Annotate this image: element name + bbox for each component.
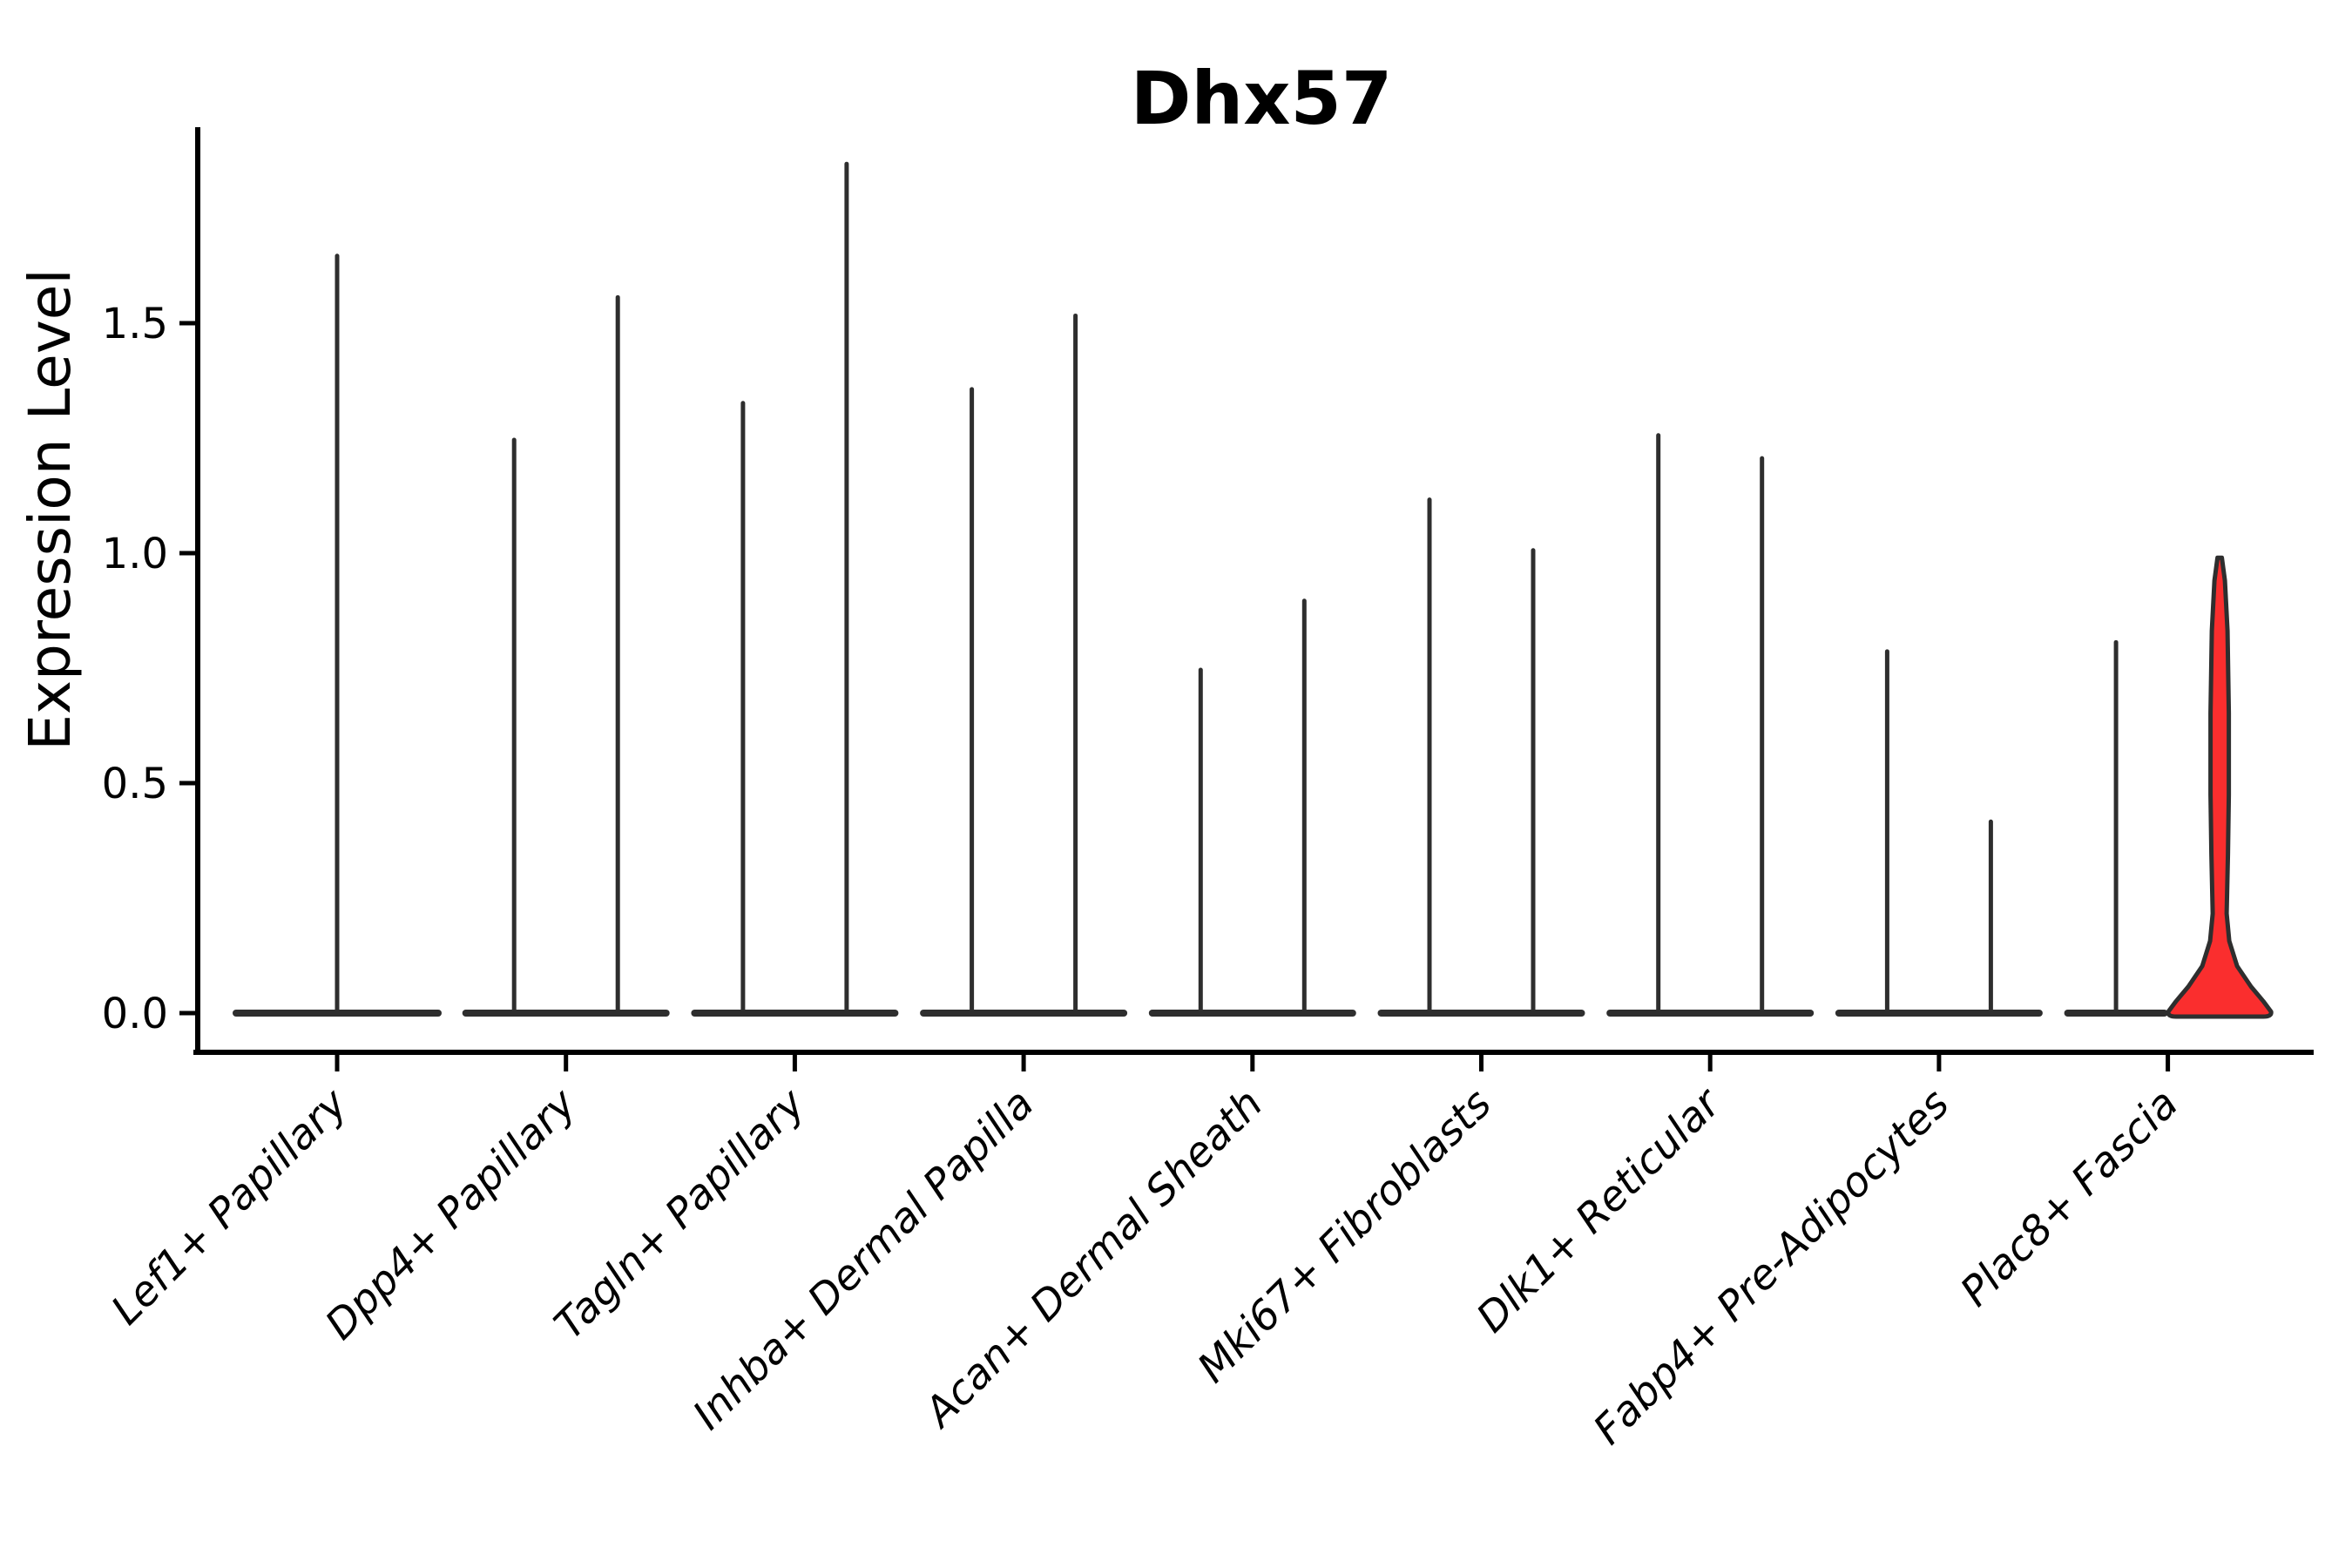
violin-base-1 (233, 1010, 442, 1017)
x-tick-label-9: Plac8+ Fascia (1951, 1080, 2187, 1316)
y-tick-label-1.5: 1.5 (102, 300, 168, 348)
x-tick-label-2: Dpp4+ Papillary (316, 1079, 586, 1349)
violin-base-8 (1835, 1010, 2043, 1017)
violin-base-5 (1148, 1010, 1356, 1017)
x-tick-label-7: Dlk1+ Reticular (1468, 1078, 1732, 1342)
y-tick-label-1.0: 1.0 (102, 530, 168, 578)
y-tick-label-0.0: 0.0 (102, 990, 168, 1038)
violin-base-7 (1606, 1010, 1815, 1017)
violin-base-9 (2064, 1010, 2168, 1017)
y-axis-label: Expression Level (17, 268, 84, 750)
y-tick-label-0.5: 0.5 (102, 760, 168, 808)
violin-9-2-highlighted (2166, 555, 2274, 1019)
violins-group (233, 161, 2274, 1019)
violin-base-6 (1377, 1010, 1585, 1017)
violin-base-2 (462, 1010, 670, 1017)
x-tick-label-1: Lef1+ Papillary (102, 1079, 357, 1335)
x-tick-label-3: Tagln+ Papillary (545, 1079, 815, 1349)
violin-base-3 (691, 1010, 899, 1017)
y-axis-ticks: 0.0 0.5 1.0 1.5 (102, 300, 198, 1038)
chart-title: Dhx57 (1131, 56, 1393, 141)
axes-group (193, 127, 2314, 1055)
violin-base-4 (920, 1010, 1128, 1017)
